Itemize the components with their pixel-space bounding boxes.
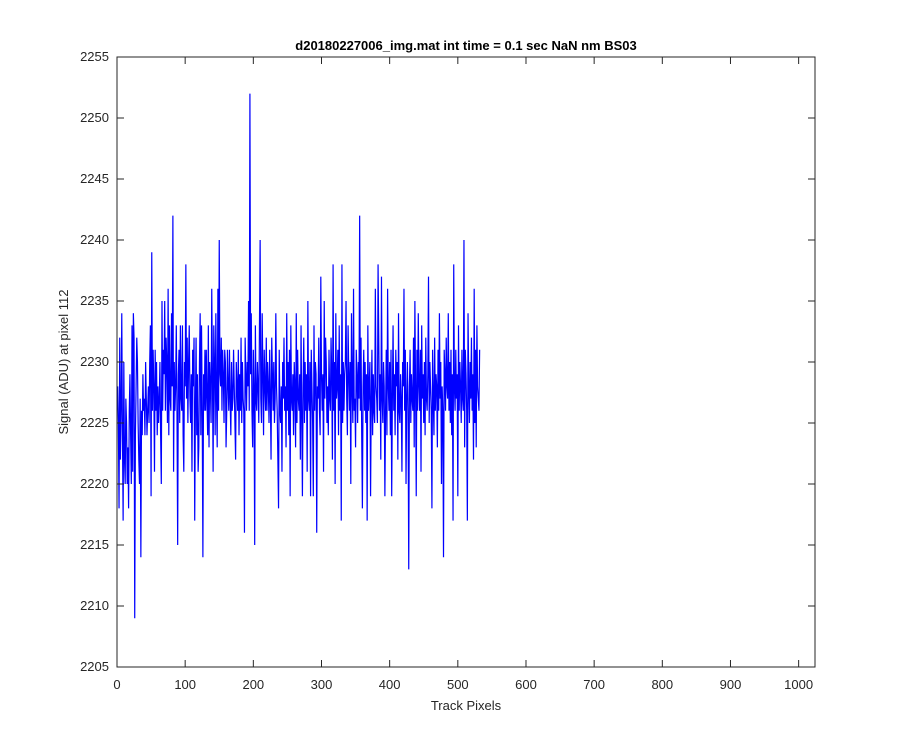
y-tick-label: 2230 [80, 354, 109, 369]
y-axis-label: Signal (ADU) at pixel 112 [56, 290, 71, 435]
series-layer [117, 93, 481, 619]
y-ticks: 2205 2210 2215 2220 2225 2230 2235 2240 2245 2250… [80, 49, 815, 674]
y-tick-label: 2220 [80, 476, 109, 491]
signal-series-line [117, 93, 481, 619]
x-tick-label: 600 [515, 677, 537, 692]
x-ticks: 0 100 200 300 400 500 600 700 800 900 1000 [113, 57, 813, 692]
x-tick-label: 300 [311, 677, 333, 692]
x-tick-label: 900 [720, 677, 742, 692]
x-tick-label: 100 [174, 677, 196, 692]
y-tick-label: 2210 [80, 598, 109, 613]
y-tick-label: 2250 [80, 110, 109, 125]
y-tick-label: 2255 [80, 49, 109, 64]
chart-title: d20180227006_img.mat int time = 0.1 sec … [295, 38, 636, 53]
y-tick-label: 2240 [80, 232, 109, 247]
y-tick-label: 2245 [80, 171, 109, 186]
y-tick-label: 2235 [80, 293, 109, 308]
y-tick-label: 2205 [80, 659, 109, 674]
x-tick-label: 0 [113, 677, 120, 692]
x-axis-label: Track Pixels [431, 698, 502, 713]
x-tick-label: 700 [583, 677, 605, 692]
x-tick-label: 1000 [784, 677, 813, 692]
y-tick-label: 2225 [80, 415, 109, 430]
x-tick-label: 200 [242, 677, 264, 692]
x-tick-label: 500 [447, 677, 469, 692]
y-tick-label: 2215 [80, 537, 109, 552]
x-tick-label: 400 [379, 677, 401, 692]
x-tick-label: 800 [651, 677, 673, 692]
